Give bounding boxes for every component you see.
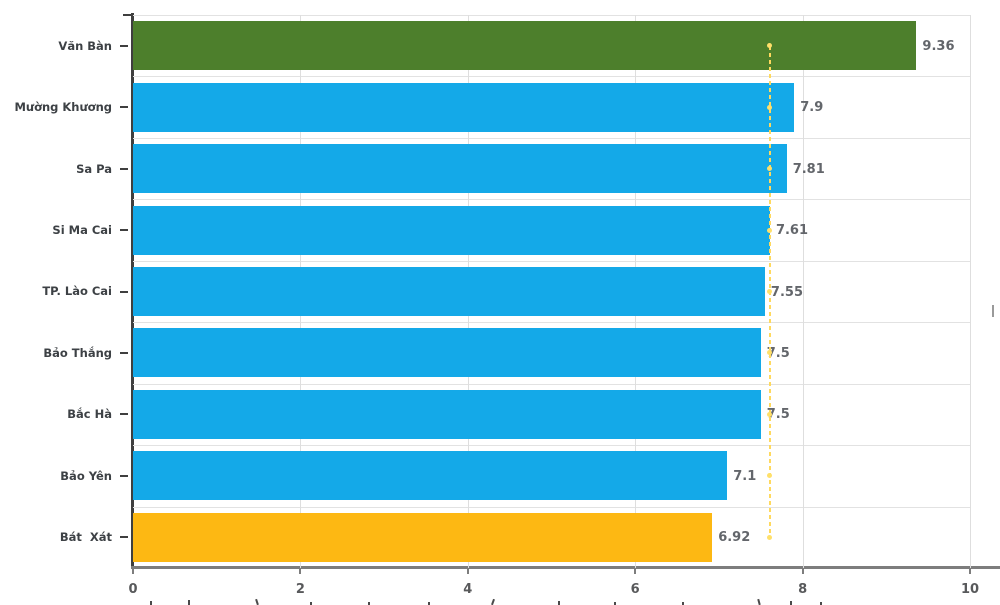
x-axis-line	[131, 566, 1000, 569]
category-tick	[120, 229, 128, 232]
screen-artifact	[992, 305, 994, 317]
grid-line-h	[133, 506, 970, 508]
clipped-caption-fragment	[820, 602, 822, 605]
reference-line-marker	[767, 534, 773, 540]
grid-line-h	[133, 137, 970, 139]
y-axis-line	[131, 13, 134, 569]
category-label-si-ma-cai: Si Ma Cai	[52, 223, 112, 238]
grid-line-v	[970, 15, 971, 568]
clipped-caption-fragment	[558, 601, 560, 605]
bar-tp-lao-cai	[133, 267, 765, 316]
x-axis-tick-label: 8	[798, 582, 808, 597]
clipped-caption-fragment	[310, 602, 312, 605]
reference-line-marker	[767, 411, 773, 417]
value-label-bao-yen: 7.1	[733, 468, 757, 484]
clipped-caption-fragment	[368, 602, 370, 605]
value-label-bao-thang: 7.5	[766, 345, 790, 361]
bar-bao-yen	[133, 451, 728, 501]
category-tick	[120, 413, 128, 416]
bar-sa-pa	[133, 144, 787, 194]
reference-line-marker	[767, 104, 773, 110]
x-axis-tick	[132, 569, 134, 574]
x-axis-tick	[466, 569, 469, 574]
x-axis-tick-label: 4	[463, 582, 473, 597]
reference-line-marker	[767, 473, 773, 479]
reference-line-marker	[767, 166, 773, 172]
category-label-van-ban: Văn Bàn	[58, 38, 112, 53]
grid-line-h	[133, 383, 970, 385]
category-label-muong-khuong: Mường Khương	[14, 100, 112, 115]
grid-line-h	[133, 260, 970, 262]
value-label-muong-khuong: 7.9	[800, 100, 824, 116]
bar-bao-thang	[133, 328, 761, 378]
category-label-tp-lao-cai: TP. Lào Cai	[42, 284, 112, 299]
value-label-si-ma-cai: 7.61	[775, 223, 809, 239]
reference-line-marker	[767, 227, 773, 233]
clipped-caption-fragment	[188, 600, 190, 605]
category-tick	[120, 290, 128, 293]
bar-van-ban	[133, 21, 917, 71]
category-tick	[120, 106, 128, 109]
category-tick	[120, 167, 128, 170]
value-label-tp-lao-cai: 7.55	[770, 284, 803, 300]
reference-line-marker	[767, 43, 773, 49]
category-label-sa-pa: Sa Pa	[76, 161, 112, 176]
x-axis-tick	[634, 569, 637, 574]
category-tick	[120, 536, 128, 539]
x-axis-tick-label: 0	[128, 582, 138, 597]
bar-bac-ha	[133, 389, 761, 439]
bar-si-ma-cai	[133, 205, 770, 255]
clipped-caption-fragment	[614, 602, 616, 605]
category-label-bac-ha: Bắc Hà	[67, 407, 112, 422]
grid-line-h	[133, 445, 970, 447]
value-label-van-ban: 9.36	[922, 38, 955, 54]
reference-line-marker	[767, 350, 773, 356]
x-axis-tick	[969, 569, 971, 574]
y-axis-top-tick	[123, 14, 131, 16]
clipped-caption-fragment	[682, 602, 684, 605]
value-label-sa-pa: 7.81	[792, 161, 825, 177]
grid-line-h	[133, 76, 970, 78]
clipped-caption-fragment	[790, 601, 792, 605]
grid-line-h	[133, 15, 970, 16]
clipped-caption-fragment	[255, 598, 259, 605]
category-label-bat-xat: Bát Xát	[59, 530, 112, 545]
category-label-bao-yen: Bảo Yên	[60, 468, 112, 483]
x-axis-tick-label: 10	[960, 582, 980, 597]
value-label-bac-ha: 7.5	[766, 407, 790, 423]
x-axis-tick	[801, 569, 804, 574]
grid-line-h	[133, 322, 970, 324]
category-tick	[120, 44, 128, 47]
grid-line-v	[802, 15, 804, 568]
x-axis-tick-label: 2	[295, 582, 305, 597]
x-axis-tick	[299, 569, 302, 574]
clipped-caption-fragment	[428, 602, 430, 605]
grid-line-h	[133, 199, 970, 201]
bar-bat-xat	[133, 512, 713, 562]
clipped-caption-fragment	[757, 598, 761, 605]
clipped-caption-fragment	[491, 598, 495, 605]
category-tick	[120, 474, 128, 477]
category-label-bao-thang: Bảo Thắng	[43, 345, 112, 360]
x-axis-tick-label: 6	[630, 582, 640, 597]
value-label-bat-xat: 6.92	[718, 530, 751, 546]
clipped-caption-fragment	[150, 601, 152, 605]
bar-muong-khuong	[133, 82, 795, 132]
category-tick	[120, 351, 128, 354]
reference-line-marker	[767, 289, 773, 294]
